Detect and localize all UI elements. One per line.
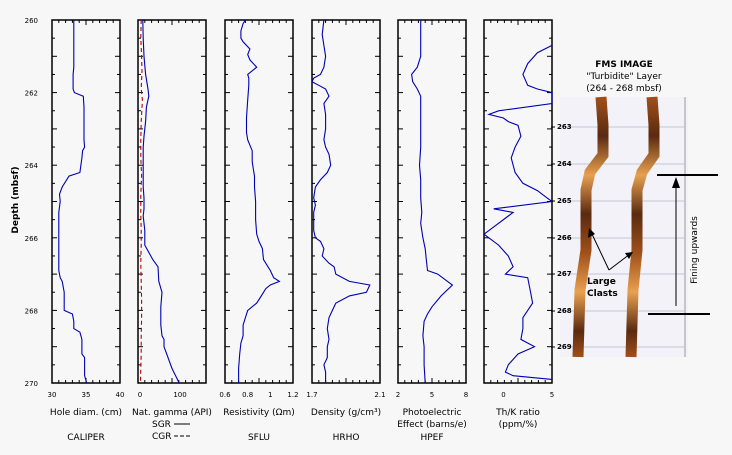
x-tick-label: 1 xyxy=(268,391,272,399)
x-axis-label: Th/K ratio xyxy=(495,408,540,418)
x-tick-label: 0 xyxy=(501,391,505,399)
curve-sflu xyxy=(238,19,281,383)
clast-arrow-head xyxy=(625,252,633,259)
clast-arrow-line xyxy=(608,253,631,271)
y-tick-label: 262 xyxy=(25,90,38,98)
y-tick-label: 270 xyxy=(25,380,38,388)
fms-depth-label: 263 xyxy=(557,123,572,131)
track-frame xyxy=(311,19,381,384)
x-tick-label: 0 xyxy=(138,391,142,399)
y-tick-label: 264 xyxy=(25,162,39,170)
fms-depth-label: 269 xyxy=(557,343,572,351)
track-frame xyxy=(397,19,467,384)
x-axis-label: (ppm/%) xyxy=(499,420,538,430)
tool-label: HRHO xyxy=(333,433,360,443)
track-thk: 0 5 Th/K ratio (ppm/%) xyxy=(483,19,554,430)
x-axis-label: Photoelectric xyxy=(403,408,462,418)
large-clasts-label: Large xyxy=(587,277,616,287)
x-tick-label: 35 xyxy=(82,391,91,399)
curve-hpef xyxy=(411,20,454,384)
fining-upwards-label: Fining upwards xyxy=(690,216,700,284)
track-frame xyxy=(224,19,294,384)
y-tick-label: 268 xyxy=(25,307,38,315)
fms-depth-label: 267 xyxy=(557,270,572,278)
x-tick-label: 40 xyxy=(116,391,125,399)
x-tick-label: 2.1 xyxy=(374,391,385,399)
x-axis-label: Density (g/cm³) xyxy=(311,408,381,418)
x-tick-label: 100 xyxy=(173,391,186,399)
curve-caliper xyxy=(58,20,88,384)
clast-arrow-head xyxy=(588,228,595,238)
x-tick-label: 30 xyxy=(48,391,57,399)
fms-range: (264 - 268 mbsf) xyxy=(586,84,662,94)
fms-core-strip-right xyxy=(625,96,660,358)
clast-arrow-line xyxy=(590,231,610,271)
x-tick-label: 1.7 xyxy=(306,391,317,399)
legend-label: SGR xyxy=(152,420,171,430)
fms-depth-label: 268 xyxy=(557,307,572,315)
tool-label: HPEF xyxy=(420,433,443,443)
track-frame xyxy=(51,19,121,384)
x-tick-label: 1.2 xyxy=(287,391,298,399)
curve-th-k xyxy=(483,44,554,380)
curve-cgr xyxy=(139,19,143,384)
track-gamma: 0 100 Nat. gamma (API) SGR CGR xyxy=(132,19,212,442)
x-tick-label: 8 xyxy=(464,391,468,399)
x-tick-label: 0.8 xyxy=(242,391,253,399)
track-hpef: 2 5 8 Photoelectric Effect (barns/e) HPEF xyxy=(396,19,468,443)
y-tick-label: 260 xyxy=(25,17,38,25)
x-tick-label: 2 xyxy=(396,391,400,399)
track-frame xyxy=(483,19,553,384)
tool-label: CALIPER xyxy=(67,433,104,443)
x-axis-label: Hole diam. (cm) xyxy=(50,408,122,418)
track-caliper: 30 35 40 Hole diam. (cm) CALIPER xyxy=(48,19,125,443)
curve-hrho xyxy=(311,19,371,383)
x-axis-label: Effect (barns/e) xyxy=(397,420,467,430)
track-frame xyxy=(137,19,207,384)
y-axis-label: Depth (mbsf) xyxy=(11,166,21,233)
fms-depth-label: 264 xyxy=(557,160,572,168)
x-axis-label: Resistivity (Ωm) xyxy=(223,408,295,418)
x-tick-label: 5 xyxy=(550,391,554,399)
large-clasts-label: Clasts xyxy=(587,289,618,299)
fms-title: FMS IMAGE xyxy=(595,60,653,70)
fms-depth-label: 265 xyxy=(557,197,572,205)
x-tick-label: 0.6 xyxy=(219,391,231,399)
track-sflu: 0.6 0.8 1 1.2 Resistivity (Ωm) SFLU xyxy=(219,19,299,443)
fining-arrow-head xyxy=(672,177,680,188)
legend-label: CGR xyxy=(152,432,172,442)
fms-depth-label: 266 xyxy=(557,234,572,242)
tool-label: SFLU xyxy=(248,433,270,443)
y-tick-label: 266 xyxy=(25,235,39,243)
x-tick-label: 5 xyxy=(430,391,434,399)
x-axis-label: Nat. gamma (API) xyxy=(132,408,212,418)
curve-sgr xyxy=(142,19,180,384)
fms-subtitle: "Turbidite" Layer xyxy=(586,72,662,82)
fms-core-strip-left xyxy=(572,96,609,358)
track-hrho: 1.7 2.1 Density (g/cm³) HRHO xyxy=(306,19,386,443)
